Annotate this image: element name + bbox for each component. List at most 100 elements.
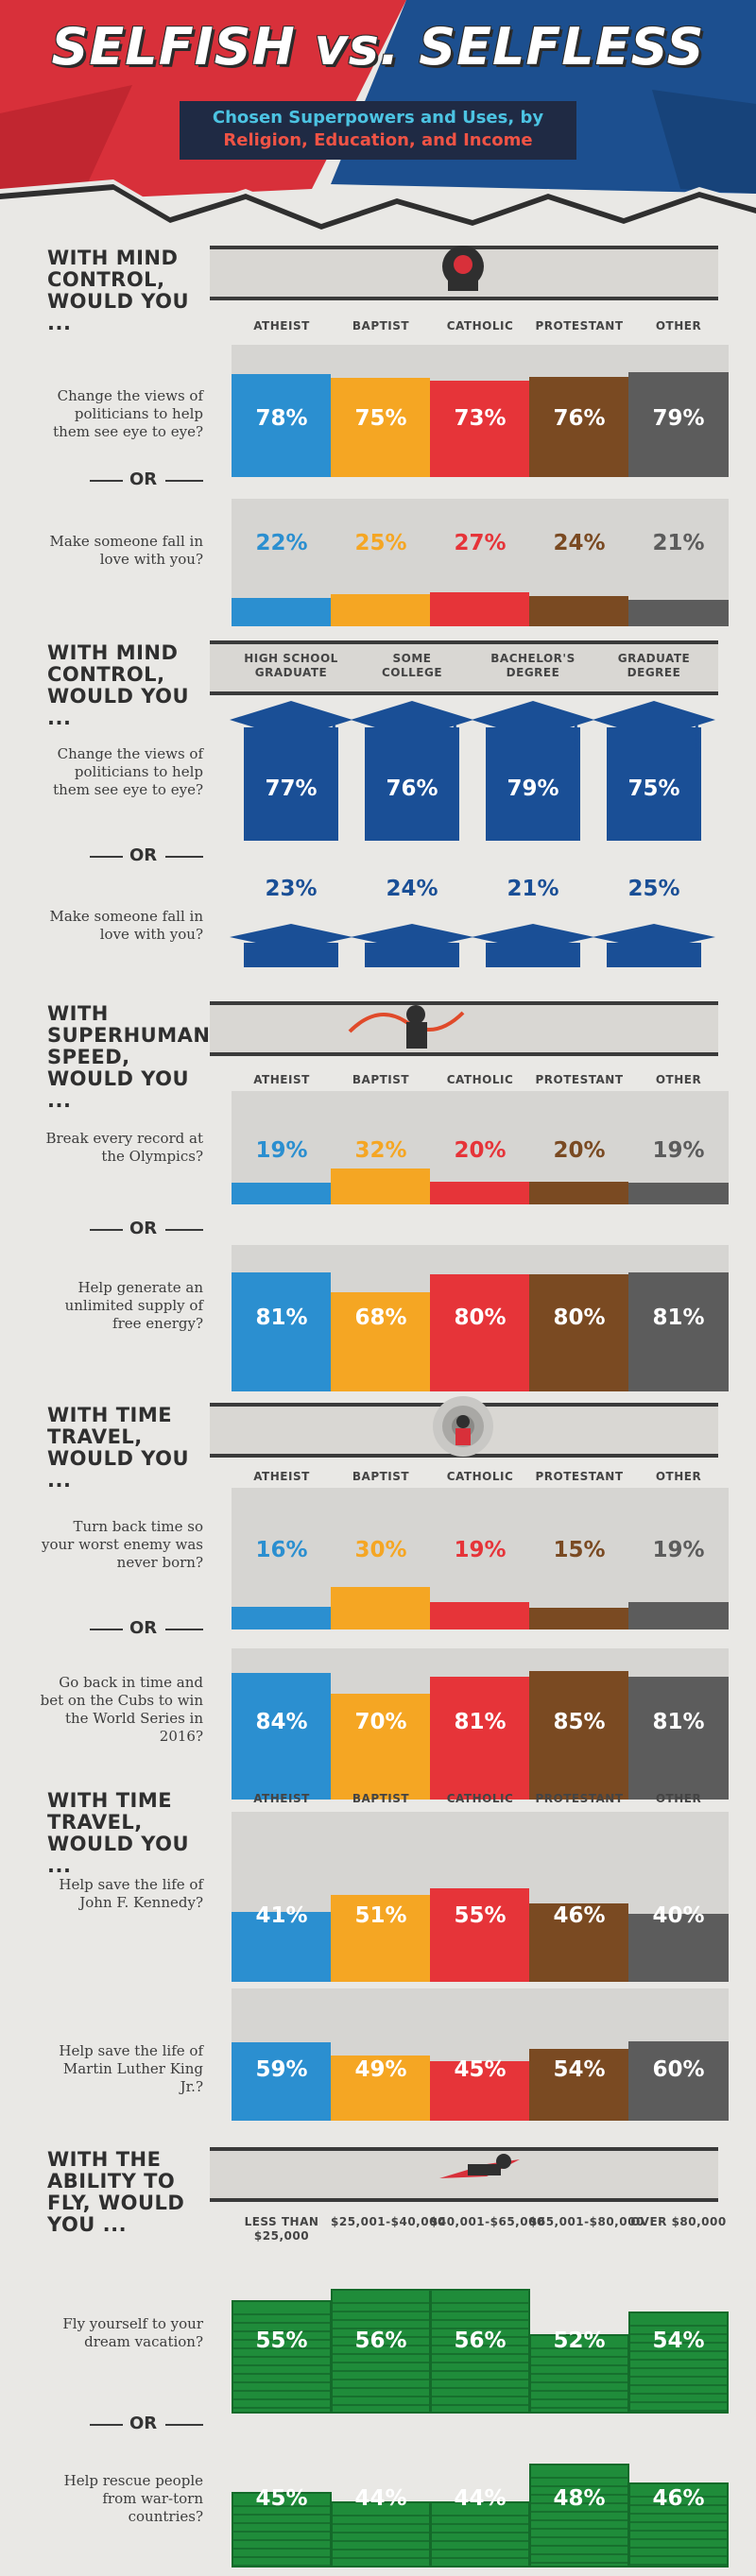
bar-value-label: 23% [265, 877, 318, 901]
dollar-bill-stripe [333, 2387, 429, 2389]
question-label: Go back in time and bet on the Cubs to w… [40, 1674, 203, 1745]
dollar-bill-stripe [233, 2505, 330, 2507]
dollar-bill-stripe [333, 2319, 429, 2321]
question-label: Change the views of politicians to help … [53, 745, 203, 798]
or-divider-line [165, 480, 203, 482]
dollar-bill-stripe [630, 2521, 727, 2523]
dollar-bill-stripe [233, 2531, 330, 2533]
bar [232, 598, 332, 626]
dollar-bill-stripe [630, 2538, 727, 2540]
bar-value-label: 21% [507, 877, 559, 901]
bar [430, 1888, 530, 1982]
question-label: Help save the life of John F. Kennedy? [59, 1876, 203, 1911]
section-title: WITH TIME TRAVEL, WOULD YOU ... [47, 1404, 190, 1492]
question-label: Break every record at the Olympics? [45, 1130, 203, 1165]
column-header: OTHER [655, 1073, 702, 1086]
column-header: $25,001-$40,000 [331, 2215, 446, 2228]
page-title: SELFISH vs. SELFLESS [51, 17, 705, 77]
bar-value-label: 51% [354, 1903, 407, 1928]
or-divider-line [165, 856, 203, 858]
dollar-bill-stripe [531, 2398, 627, 2400]
dollar-bill-stripe [432, 2379, 528, 2380]
question-label: Help save the life of Martin Luther King… [59, 2041, 203, 2095]
question-label: Make someone fall in love with you? [49, 908, 203, 943]
column-header: CATHOLIC [446, 319, 514, 333]
dollar-bill-stripe [432, 2345, 528, 2346]
bar-value-label: 55% [454, 1903, 507, 1928]
column-header: BAPTIST [352, 1073, 410, 1086]
bar-value-label: 81% [255, 1305, 308, 1330]
bar-value-label: 46% [553, 1903, 606, 1928]
or-divider-line [90, 2424, 123, 2426]
bar-value-label: 24% [553, 531, 606, 555]
bar [232, 1272, 332, 1391]
dollar-bill-stripe [630, 2342, 727, 2344]
question-label: Turn back time so your worst enemy was n… [42, 1517, 203, 1571]
column-header: HIGH SCHOOL GRADUATE [244, 652, 338, 679]
graduation-cap-icon [351, 924, 473, 981]
column-header: OTHER [655, 1792, 702, 1805]
or-label: OR [129, 1219, 158, 1238]
dollar-bill-stripe [630, 2401, 727, 2403]
dollar-bill-stripe [233, 2522, 330, 2524]
bar [331, 1292, 431, 1391]
dollar-bill-stripe [432, 2532, 528, 2533]
dollar-bill-stripe [630, 2547, 727, 2549]
bar-value-label: 77% [265, 776, 318, 801]
dollar-bill-stripe [233, 2356, 330, 2358]
bar [430, 381, 530, 477]
dollar-bill-stripe [333, 2353, 429, 2355]
question-label: Fly yourself to your dream vacation? [62, 2315, 203, 2350]
speedster-hero-icon [340, 994, 472, 1052]
column-header: PROTESTANT [535, 319, 624, 333]
dollar-bill-stripe [432, 2557, 528, 2559]
question-label: Change the views of politicians to help … [53, 386, 203, 440]
dollar-bill-stripe [531, 2390, 627, 2392]
bar-value-label: 76% [386, 776, 438, 801]
dollar-bill-stripe [432, 2311, 528, 2312]
bar-value-label: 79% [652, 406, 705, 431]
bar-value-label: 19% [652, 1138, 705, 1163]
dollar-bill-icon [628, 2312, 729, 2414]
dollar-bill-stripe [531, 2347, 627, 2349]
dollar-bill-stripe [333, 2549, 429, 2550]
bar-value-label: 56% [454, 2329, 507, 2353]
column-header: ATHEIST [253, 1470, 310, 1483]
dollar-bill-stripe [630, 2359, 727, 2361]
bar [331, 378, 431, 477]
dollar-bill-stripe [432, 2328, 528, 2329]
bar-value-label: 27% [454, 531, 507, 555]
bar [529, 1671, 629, 1800]
dollar-bill-icon [232, 2300, 332, 2414]
bar [331, 1587, 431, 1629]
graduation-cap-icon [230, 924, 352, 981]
section-title: WITH MIND CONTROL, WOULD YOU ... [47, 247, 190, 334]
bar [628, 1602, 729, 1629]
dollar-bill-stripe [432, 2353, 528, 2355]
dollar-bill-stripe [233, 2373, 330, 2375]
bar-value-label: 22% [255, 531, 308, 555]
dollar-bill-stripe [333, 2404, 429, 2406]
or-divider-line [165, 2424, 203, 2426]
dollar-bill-icon [430, 2501, 530, 2567]
dollar-bill-stripe [233, 2407, 330, 2409]
graduation-cap-icon [230, 701, 352, 852]
dollar-bill-icon [529, 2464, 629, 2567]
bar [628, 600, 729, 626]
bar-value-label: 79% [507, 776, 559, 801]
dollar-bill-icon [232, 2492, 332, 2567]
or-label: OR [129, 845, 158, 865]
dollar-bill-stripe [531, 2364, 627, 2366]
column-header: SOME COLLEGE [381, 652, 443, 679]
or-divider-line [165, 1629, 203, 1630]
mind-control-hero-icon [435, 240, 491, 293]
or-label: OR [129, 2414, 158, 2433]
question-label: Help rescue people from war-torn countri… [63, 2471, 203, 2525]
dollar-bill-stripe [333, 2302, 429, 2304]
bar-value-label: 44% [454, 2486, 507, 2511]
bar-value-label: 85% [553, 1710, 606, 1734]
graduation-cap-icon [472, 924, 594, 981]
column-header: BACHELOR'S DEGREE [490, 652, 576, 679]
dollar-bill-stripe [531, 2477, 627, 2479]
dollar-bill-stripe [531, 2502, 627, 2504]
